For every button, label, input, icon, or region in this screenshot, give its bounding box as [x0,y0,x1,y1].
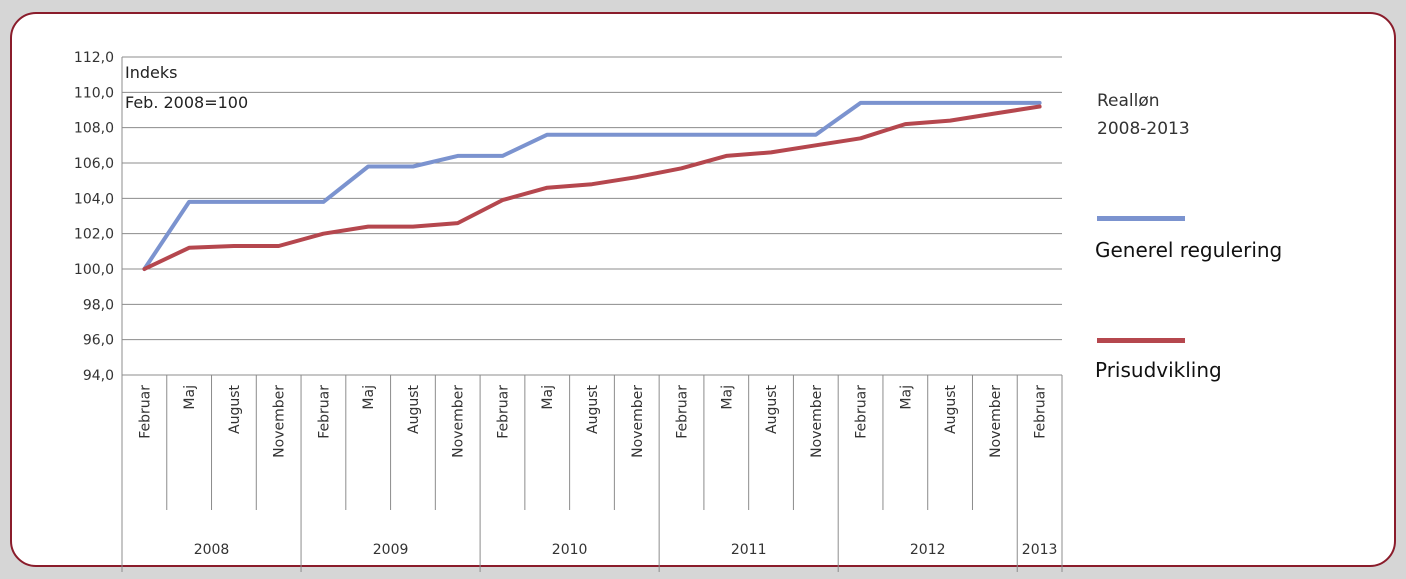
x-tick-label: Februar [1033,385,1049,439]
year-label: 2010 [552,542,588,558]
x-tick-label: Maj [182,385,198,410]
x-tick-label: August [943,384,959,434]
y-tick-label: 94,0 [83,368,114,384]
y-tick-label: 110,0 [74,85,114,101]
y-tick-label: 108,0 [74,121,114,137]
series-line-prisudvikling [142,104,1042,271]
x-tick-label: Maj [361,385,377,410]
year-label: 2008 [194,542,230,558]
x-tick-label: November [988,385,1004,458]
gridlines [121,56,1062,376]
x-axis: Februar Maj August November Februar Maj August… [121,375,1063,572]
x-tick-label: Maj [719,385,735,410]
x-tick-label: August [764,384,780,434]
chart-title-line-1: Realløn [1097,91,1160,111]
x-tick-label: November [809,385,825,458]
y-tick-label: 102,0 [74,227,114,243]
series-lines [142,100,1042,271]
annotation-line-1: Indeks [125,63,177,82]
y-axis-ticks: 94,0 96,0 98,0 100,0 102,0 104,0 106,0 108,0 110… [74,50,114,384]
x-tick-label: August [406,384,422,434]
x-tick-label: August [227,384,243,434]
y-tick-label: 98,0 [83,297,114,313]
x-tick-label: Februar [854,385,870,439]
x-tick-label: Februar [495,385,511,439]
year-label: 2009 [373,542,409,558]
y-tick-label: 112,0 [74,50,114,66]
x-tick-label: Maj [540,385,556,410]
x-tick-label: Maj [898,385,914,410]
series-line-generel-regulering [142,100,1042,271]
legend-label-prisudvikling: Prisudvikling [1095,358,1222,382]
chart-title-line-2: 2008-2013 [1097,119,1190,139]
x-tick-label: November [272,385,288,458]
x-tick-label: Februar [137,385,153,439]
chart-frame [10,12,1396,567]
year-label: 2011 [731,542,767,558]
annotation-line-2: Feb. 2008=100 [125,93,248,112]
legend-swatch-generel-regulering [1097,216,1185,221]
y-tick-label: 106,0 [74,156,114,172]
y-tick-label: 96,0 [83,333,114,349]
x-tick-label: August [585,384,601,434]
legend-swatch-prisudvikling [1097,338,1185,343]
legend-label-generel-regulering: Generel regulering [1095,238,1282,262]
x-tick-label: November [630,385,646,458]
y-tick-label: 100,0 [74,262,114,278]
x-tick-label: November [451,385,467,458]
year-label: 2012 [910,542,946,558]
x-tick-label: Februar [316,385,332,439]
y-tick-label: 104,0 [74,191,114,207]
x-tick-label: Februar [675,385,691,439]
year-label: 2013 [1022,542,1058,558]
